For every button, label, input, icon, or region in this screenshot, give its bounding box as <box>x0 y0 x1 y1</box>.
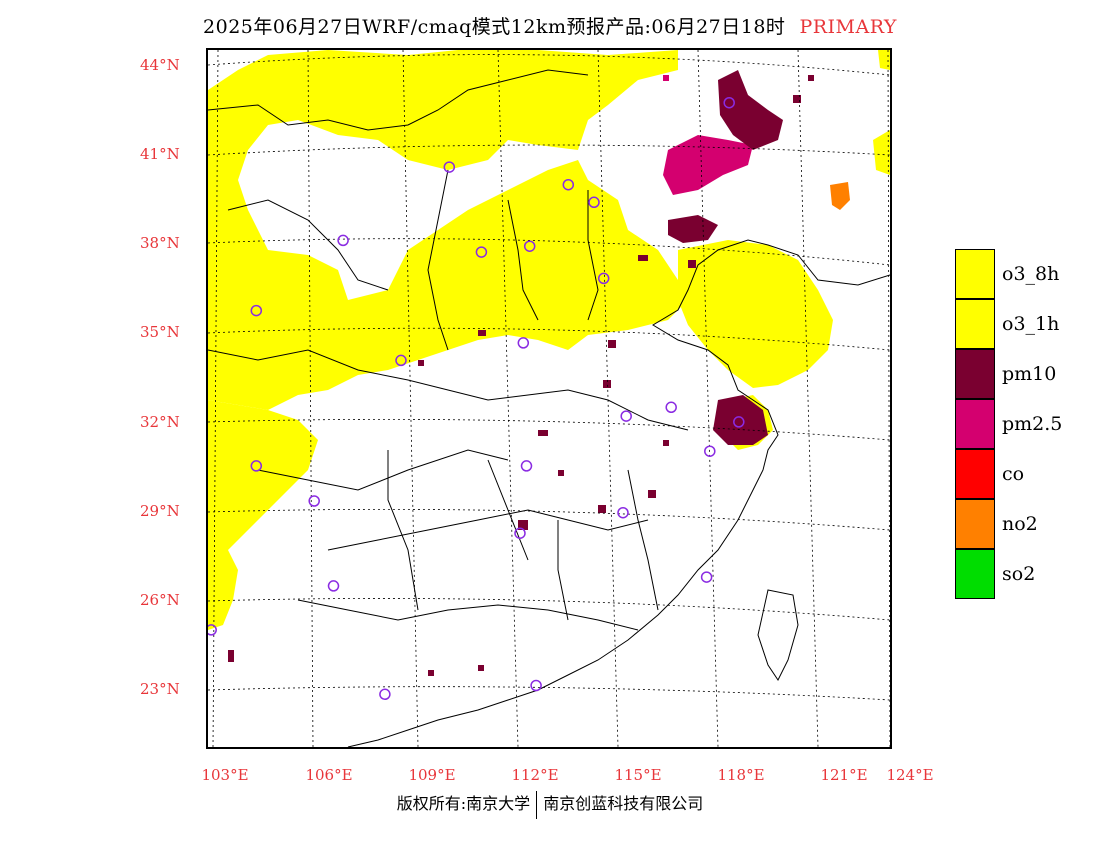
copyright-left: 版权所有:南京大学 <box>396 794 531 813</box>
station-marker <box>597 272 610 285</box>
legend-label: pm2.5 <box>1002 413 1063 435</box>
station-marker <box>475 246 488 258</box>
legend-swatch <box>955 449 995 499</box>
legend-swatch <box>955 249 995 299</box>
legend-label: co <box>1002 463 1025 485</box>
legend-label: o3_1h <box>1002 313 1060 335</box>
graticule <box>208 50 890 747</box>
lat-tick-label: 35°N <box>140 323 180 341</box>
ozone-southwest-strip <box>208 530 238 630</box>
ozone-north-region <box>208 50 678 180</box>
legend-label: no2 <box>1002 513 1038 535</box>
legend-swatch <box>955 549 995 599</box>
lat-tick-label: 32°N <box>140 413 180 431</box>
legend-label: pm10 <box>1002 363 1057 385</box>
station-marker <box>327 580 340 592</box>
lon-tick-label: 121°E <box>820 766 868 784</box>
ozone-west-region <box>208 160 688 410</box>
province-borders <box>208 69 689 631</box>
lat-tick-label: 38°N <box>140 234 180 252</box>
station-marker <box>620 410 632 422</box>
legend-swatch <box>955 399 995 449</box>
lon-tick-label: 109°E <box>408 766 456 784</box>
station-marker <box>250 460 263 472</box>
station-marker <box>704 445 716 457</box>
legend-swatch <box>955 349 995 399</box>
station-marker <box>723 96 735 109</box>
station-marker <box>443 161 456 173</box>
station-marker <box>700 571 713 583</box>
station-marker <box>530 679 542 692</box>
lat-tick-label: 29°N <box>140 502 180 520</box>
lon-tick-label: 124°E <box>886 766 934 784</box>
lat-tick-label: 26°N <box>140 591 180 609</box>
pm25-beijing-tianjin <box>663 135 753 195</box>
taiwan <box>757 589 799 681</box>
map-title: 2025年06月27日WRF/cmaq模式12km预报产品:06月27日18时 P… <box>0 12 1100 39</box>
station-marker <box>588 196 600 209</box>
no2-liaodong-spot <box>830 182 850 210</box>
pm10-yangtze-cluster <box>713 395 768 445</box>
lat-tick-label: 23°N <box>140 680 180 698</box>
station-marker <box>665 401 677 414</box>
legend-swatch <box>955 299 995 349</box>
map-area[interactable] <box>206 48 892 749</box>
ozone-layer <box>208 50 890 630</box>
station-marker <box>520 460 533 472</box>
lon-tick-label: 115°E <box>614 766 662 784</box>
copyright-footer: 版权所有:南京大学 南京创蓝科技有限公司 <box>0 790 1100 819</box>
legend-label: so2 <box>1002 563 1036 585</box>
legend-swatch <box>955 499 995 549</box>
ozone-northeast-top <box>878 50 890 70</box>
monitoring-stations <box>208 96 745 701</box>
station-marker <box>523 240 536 252</box>
boundary-lines <box>208 69 890 747</box>
pm10-layer <box>228 70 814 676</box>
station-marker <box>733 416 745 428</box>
lon-tick-label: 112°E <box>511 766 559 784</box>
lat-tick-label: 44°N <box>140 56 180 74</box>
station-marker <box>379 688 391 701</box>
pm10-hebei-cluster <box>668 215 718 243</box>
station-marker <box>337 234 349 247</box>
title-text: 2025年06月27日WRF/cmaq模式12km预报产品:06月27日18时 <box>203 16 786 38</box>
station-marker <box>208 624 217 636</box>
footer-separator <box>536 790 538 819</box>
lon-tick-label: 106°E <box>305 766 353 784</box>
no2-layer <box>830 182 850 210</box>
station-marker <box>562 178 575 191</box>
ozone-northeast-spot <box>873 130 890 175</box>
coastline <box>347 239 890 747</box>
station-marker <box>514 527 526 539</box>
title-primary-flag: PRIMARY <box>799 16 897 38</box>
station-marker <box>395 354 407 367</box>
ozone-sichuan <box>208 400 318 550</box>
ozone-shandong-sea <box>678 240 833 388</box>
station-marker <box>250 304 263 317</box>
pm10-northeast-cluster <box>718 70 783 150</box>
lon-tick-label: 118°E <box>717 766 765 784</box>
lat-tick-label: 41°N <box>140 145 180 163</box>
station-marker <box>308 495 320 507</box>
ozone-hubei-patch <box>228 430 288 475</box>
copyright-right: 南京创蓝科技有限公司 <box>543 794 704 813</box>
lon-tick-label: 103°E <box>201 766 249 784</box>
legend-label: o3_8h <box>1002 263 1060 285</box>
map-canvas <box>208 50 890 747</box>
station-marker <box>517 337 530 349</box>
station-marker <box>617 506 629 519</box>
